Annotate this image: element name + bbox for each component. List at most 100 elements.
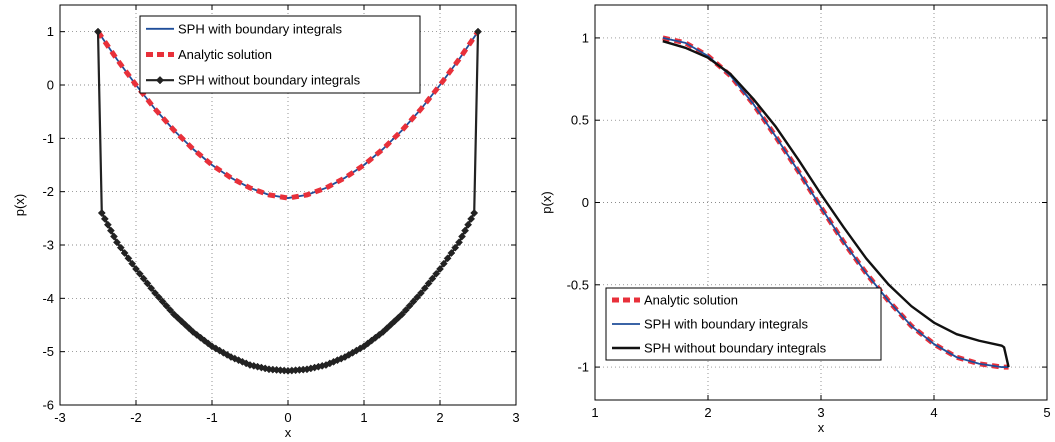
data-point <box>447 249 456 257</box>
data-point <box>204 339 213 348</box>
legend-label: SPH without boundary integrals <box>644 341 827 356</box>
legend-marker <box>155 76 165 85</box>
data-point <box>128 259 137 268</box>
legend-label: Analytic solution <box>644 293 738 308</box>
x-tick-label: 2 <box>704 405 711 420</box>
data-point <box>100 214 109 223</box>
data-point <box>474 27 482 36</box>
legend-swatch <box>146 76 174 85</box>
x-axis-label: x <box>818 420 825 435</box>
series-analytic-solution <box>95 30 481 201</box>
data-point <box>458 232 466 241</box>
y-axis-label: p(x) <box>12 194 27 216</box>
y-tick-label: -4 <box>42 291 54 306</box>
data-point <box>132 265 140 273</box>
data-point <box>192 330 201 339</box>
data-point <box>409 297 418 306</box>
data-point <box>464 220 473 229</box>
y-tick-label: 1 <box>47 24 54 39</box>
data-point <box>124 254 133 263</box>
data-point <box>451 243 460 252</box>
y-tick-label: 0 <box>582 195 589 210</box>
legend: SPH with boundary integrals Analytic solu… <box>139 15 421 94</box>
y-tick-label: 0 <box>47 78 54 93</box>
series-sph-without-boundary-integrals <box>662 40 1010 368</box>
data-point <box>135 269 144 278</box>
y-tick-label: -6 <box>42 398 54 413</box>
data-point <box>147 284 156 293</box>
data-point <box>113 238 121 247</box>
data-point <box>405 301 414 310</box>
x-tick-label: 2 <box>436 410 443 425</box>
data-point <box>467 214 476 223</box>
legend: Analytic solution SPH with boundary integ… <box>605 287 882 361</box>
series-sph-without-boundary-integrals <box>94 27 482 375</box>
data-point <box>420 284 429 293</box>
data-point <box>223 350 232 359</box>
data-point <box>428 274 437 283</box>
y-tick-label: -5 <box>42 344 54 359</box>
data-point <box>154 293 163 302</box>
x-tick-label: 1 <box>360 410 367 425</box>
data-point <box>143 279 152 288</box>
data-point <box>196 333 205 342</box>
y-tick-label: -0.5 <box>567 277 589 292</box>
x-tick-label: -3 <box>54 410 66 425</box>
data-point <box>166 306 175 315</box>
legend-box <box>605 287 882 361</box>
data-point <box>158 297 167 306</box>
data-point <box>162 301 171 310</box>
legend-label: SPH with boundary integrals <box>178 21 343 36</box>
data-point <box>120 249 129 257</box>
series-line <box>95 30 481 201</box>
data-point <box>436 265 444 273</box>
data-point <box>97 209 106 217</box>
x-tick-label: 3 <box>512 410 519 425</box>
data-point <box>106 226 115 235</box>
y-axis-label: p(x) <box>539 191 554 213</box>
data-point <box>470 209 479 217</box>
y-tick-label: -2 <box>42 184 54 199</box>
data-point <box>401 306 410 315</box>
data-point <box>443 254 452 263</box>
x-tick-label: 5 <box>1043 405 1050 420</box>
data-point <box>230 354 239 363</box>
data-point <box>139 274 148 283</box>
chart-1: -3 -2 -1 0 1 2 3 -6 -5 -4 -3 -2 -1 0 1 x p(x) SPH with bo… <box>12 4 520 440</box>
y-tick-label: -1 <box>577 360 589 375</box>
x-tick-label: 3 <box>817 405 824 420</box>
data-point <box>242 359 251 368</box>
x-tick-label: 0 <box>284 410 291 425</box>
legend-box <box>139 15 421 94</box>
x-tick-label: -1 <box>206 410 218 425</box>
legend-label: SPH without boundary integrals <box>178 73 361 88</box>
data-point <box>238 357 247 366</box>
data-point <box>151 289 159 297</box>
data-point <box>398 310 406 319</box>
data-point <box>103 220 112 229</box>
data-point <box>94 27 102 36</box>
data-point <box>110 232 118 241</box>
data-point <box>413 293 422 302</box>
data-point <box>461 226 470 235</box>
data-point <box>189 327 197 336</box>
legend-label: Analytic solution <box>178 47 272 62</box>
data-point <box>116 243 125 252</box>
y-tick-label: -3 <box>42 238 54 253</box>
y-tick-label: 0.5 <box>571 113 589 128</box>
chart-2: 1 2 3 4 5 -1 -0.5 0 0.5 1 x p(x) Analytic solution SP… <box>539 4 1051 435</box>
data-point <box>424 279 433 288</box>
data-point <box>215 346 224 355</box>
x-tick-label: 4 <box>930 405 937 420</box>
data-point <box>439 259 448 268</box>
data-point <box>417 289 425 297</box>
x-axis-label: x <box>285 425 292 440</box>
series-line <box>662 40 1010 368</box>
data-point <box>432 269 441 278</box>
legend-label: SPH with boundary integrals <box>644 317 809 332</box>
y-tick-label: 1 <box>582 30 589 45</box>
data-point <box>200 336 209 345</box>
y-tick-label: -1 <box>42 131 54 146</box>
x-tick-label: 1 <box>591 405 598 420</box>
